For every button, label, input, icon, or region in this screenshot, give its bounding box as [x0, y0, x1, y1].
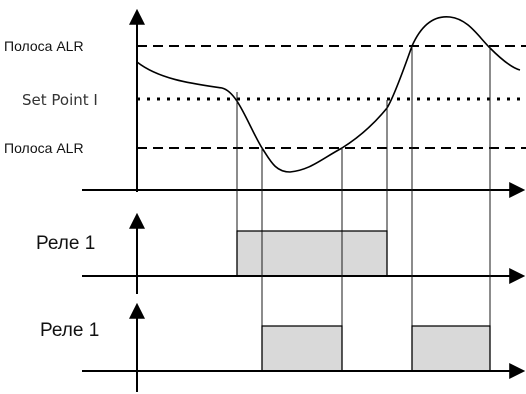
relay-1-bottom-signal-2 [411, 325, 491, 371]
relay-1-top-label: Реле 1 [36, 233, 95, 254]
relay-1-bottom-active-region-1 [262, 326, 342, 371]
alr-upper-label: Полоса ALR [4, 38, 84, 54]
relay-1-top-signal [236, 230, 388, 276]
relay-1-bottom-active-region-2 [412, 326, 490, 371]
relay-1-bottom-signal-1 [261, 325, 343, 371]
relay-1-top-active-region [237, 231, 387, 276]
alr-lower-label: Полоса ALR [4, 140, 84, 156]
temperature-curve [136, 16, 521, 173]
set-point-label: Set Point I [22, 91, 98, 109]
relay-1-bottom-label: Реле 1 [40, 320, 99, 341]
